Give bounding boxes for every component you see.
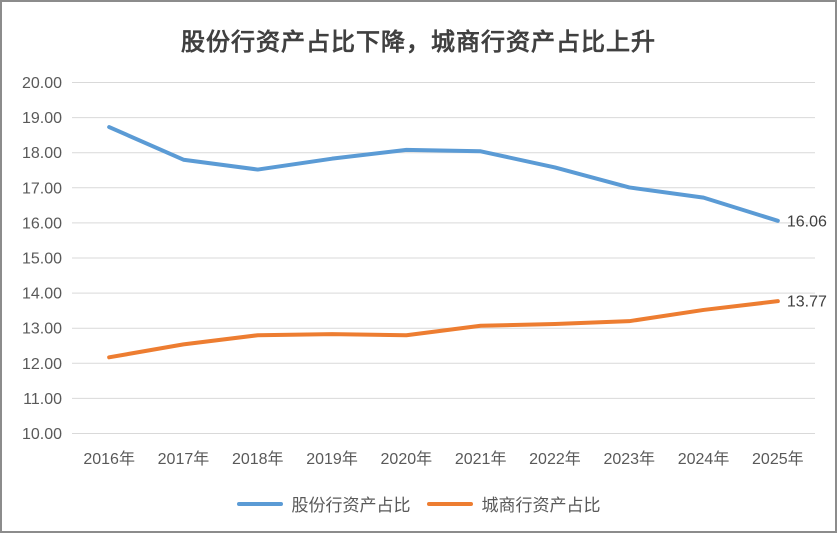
legend-line-swatch-orange: [426, 501, 473, 506]
y-tick-label: 13.00: [22, 321, 62, 338]
chart-legend: 股份行资产占比 城商行资产占比: [2, 491, 835, 516]
legend-label: 城商行资产占比: [481, 496, 601, 515]
legend-line-swatch-blue: [236, 501, 283, 506]
y-tick-label: 14.00: [22, 286, 62, 303]
y-tick-label: 15.00: [22, 251, 62, 268]
y-tick-label: 19.00: [22, 110, 62, 127]
x-tick-label: 2023年: [603, 450, 655, 468]
legend-item-joint-stock-banks: 股份行资产占比: [236, 491, 411, 516]
x-tick-label: 2020年: [381, 450, 433, 468]
x-tick-label: 2017年: [158, 450, 210, 468]
legend-label: 股份行资产占比: [291, 496, 411, 515]
y-tick-label: 12.00: [22, 356, 62, 373]
y-tick-label: 16.00: [22, 215, 62, 232]
x-tick-label: 2024年: [678, 450, 730, 468]
x-tick-label: 2018年: [232, 450, 284, 468]
data-label: 13.77: [787, 294, 827, 311]
x-tick-label: 2021年: [455, 450, 507, 468]
x-tick-label: 2025年: [752, 450, 804, 468]
data-label: 16.06: [787, 213, 827, 230]
series-line-1: [107, 299, 780, 360]
y-tick-label: 20.00: [22, 75, 62, 92]
x-tick-label: 2019年: [306, 450, 358, 468]
x-tick-label: 2016年: [83, 450, 135, 468]
legend-item-city-commercial-banks: 城商行资产占比: [426, 491, 601, 516]
y-tick-label: 10.00: [22, 426, 62, 443]
y-tick-label: 11.00: [23, 391, 62, 408]
y-tick-label: 18.00: [22, 145, 62, 162]
y-tick-label: 17.00: [22, 180, 62, 197]
chart-title: 股份行资产占比下降，城商行资产占比上升: [181, 27, 656, 56]
x-tick-label: 2022年: [529, 450, 581, 468]
series-line-0: [107, 125, 780, 223]
